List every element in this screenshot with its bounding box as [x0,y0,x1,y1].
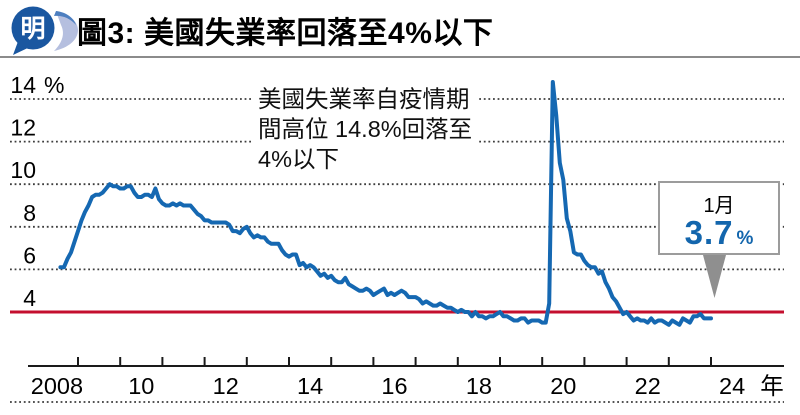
annotation-line-3: 4%以下 [258,146,339,172]
mingpao-logo-icon: 明 [11,6,78,55]
chart-annotation: 美國失業率自疫情期 間高位 14.8%回落至 4%以下 [253,83,478,175]
x-tick-label: 22 [635,373,661,399]
x-tick-label: 18 [466,373,492,399]
logo-character: 明 [20,15,45,43]
callout-month-label: 1月 [703,195,735,217]
y-tick-label: 10 [10,157,36,183]
y-tick-label: 4 [23,285,36,311]
x-tick-label: 2008 [31,373,83,399]
header-divider [0,56,800,58]
latest-value-callout: 1月 3.7% [658,181,780,255]
x-tick-label: 12 [213,373,239,399]
callout-value-row: 3.7% [660,216,778,255]
logo-swoosh-accent-icon [54,11,76,25]
y-tick-label: 8 [23,200,36,226]
x-tick-label: 10 [128,373,154,399]
mingpao-logo: 明 [6,2,88,58]
figure-title: 圖3: 美國失業率回落至4%以下 [77,17,494,50]
x-tick-label: 16 [381,373,407,399]
callout-value: 3.7 [684,214,734,251]
callout-unit: % [736,228,754,249]
annotation-line-2: 間高位 14.8%回落至 [258,116,473,142]
x-tick-label: 20 [550,373,576,399]
y-tick-label: 6 [23,242,36,268]
x-tick-label: 24 [719,373,745,399]
y-tick-label: 12 [10,115,36,141]
x-axis-unit: 年 [760,373,784,399]
x-tick-label: 14 [297,373,323,399]
y-tick-label: 14 [10,72,36,98]
annotation-line-1: 美國失業率自疫情期 [258,86,470,112]
y-axis-unit: % [44,72,64,98]
unemployment-line [58,80,713,327]
